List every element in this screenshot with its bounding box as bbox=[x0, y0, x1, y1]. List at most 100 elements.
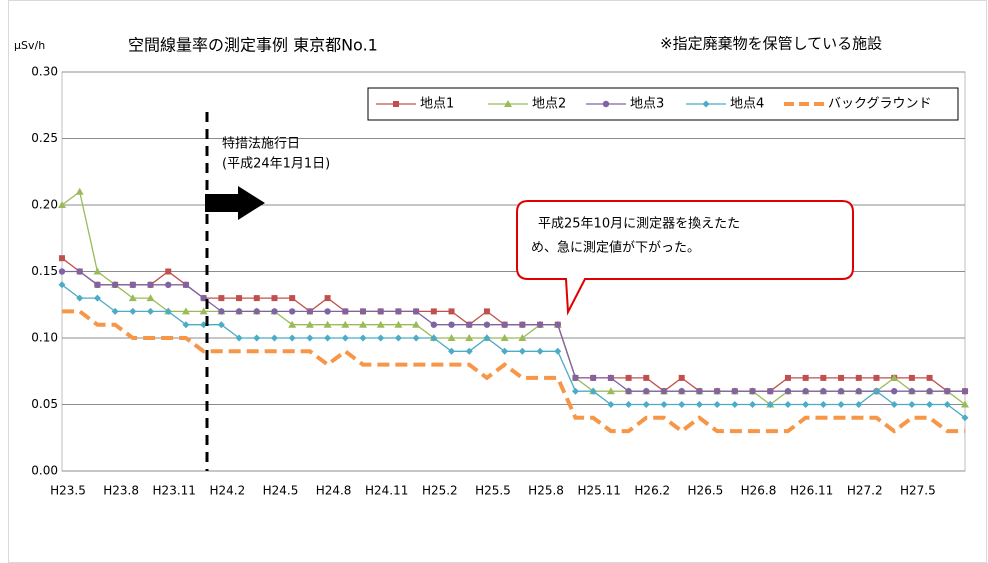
marker bbox=[359, 320, 367, 328]
arrow bbox=[205, 186, 265, 220]
series-line bbox=[61, 284, 966, 419]
marker bbox=[643, 374, 650, 381]
marker bbox=[500, 334, 509, 341]
y-tick-label: 0.20 bbox=[31, 198, 58, 212]
marker bbox=[802, 401, 810, 408]
marker bbox=[606, 387, 615, 395]
marker bbox=[838, 374, 845, 381]
marker bbox=[289, 295, 296, 302]
marker bbox=[200, 321, 208, 329]
marker bbox=[199, 307, 208, 315]
x-tick-label: H24.2 bbox=[209, 484, 245, 498]
marker bbox=[111, 281, 119, 288]
marker bbox=[341, 320, 350, 328]
x-tick-label: H24.8 bbox=[316, 484, 352, 498]
marker bbox=[235, 308, 243, 315]
marker bbox=[58, 281, 66, 289]
marker bbox=[271, 295, 278, 302]
marker bbox=[376, 320, 385, 328]
marker bbox=[412, 320, 421, 328]
marker bbox=[430, 334, 438, 342]
x-tick-label: H25.11 bbox=[577, 484, 620, 498]
marker bbox=[504, 100, 512, 107]
marker bbox=[182, 281, 190, 288]
marker bbox=[678, 374, 685, 381]
marker bbox=[696, 388, 703, 395]
chart-title: 空間線量率の測定事例 東京都No.1 bbox=[128, 36, 378, 55]
marker bbox=[182, 321, 190, 329]
marker bbox=[660, 401, 668, 408]
callout-text: 平成25年10月に測定器を換えたた bbox=[538, 217, 740, 232]
marker bbox=[802, 374, 809, 381]
marker bbox=[837, 388, 845, 395]
marker bbox=[448, 347, 456, 355]
marker bbox=[767, 388, 774, 395]
marker bbox=[873, 374, 880, 381]
x-tick-label: H23.8 bbox=[103, 484, 139, 498]
marker bbox=[855, 401, 863, 408]
marker bbox=[111, 307, 119, 315]
callout bbox=[516, 200, 854, 316]
marker bbox=[643, 388, 650, 395]
marker bbox=[253, 308, 260, 315]
marker bbox=[253, 295, 260, 302]
x-tick-label: H24.11 bbox=[365, 484, 408, 498]
y-tick-label: 0.10 bbox=[31, 331, 58, 345]
marker bbox=[412, 334, 420, 342]
marker bbox=[554, 347, 562, 355]
plot-area: 0.00 0.05 0.10 0.15 0.20 0.25 0.30 H23.5 H23.8 H2… bbox=[31, 65, 969, 498]
marker bbox=[855, 374, 862, 381]
x-tick-label: H23.5 bbox=[50, 484, 86, 498]
marker bbox=[855, 388, 862, 395]
marker bbox=[306, 334, 314, 342]
marker bbox=[59, 255, 65, 262]
marker bbox=[602, 100, 610, 108]
marker bbox=[766, 401, 774, 408]
marker bbox=[820, 388, 827, 395]
marker bbox=[819, 401, 827, 408]
marker bbox=[784, 401, 792, 408]
x-tick-label: H23.11 bbox=[153, 484, 196, 498]
marker bbox=[394, 320, 403, 328]
marker bbox=[625, 374, 632, 381]
marker bbox=[448, 308, 455, 315]
marker bbox=[607, 374, 615, 382]
marker bbox=[518, 334, 527, 341]
marker bbox=[466, 321, 473, 328]
marker bbox=[501, 347, 509, 355]
marker bbox=[695, 401, 703, 408]
y-tick-label: 0.05 bbox=[31, 397, 58, 411]
marker bbox=[625, 388, 632, 395]
marker bbox=[288, 308, 296, 315]
marker bbox=[519, 321, 526, 328]
marker bbox=[288, 320, 297, 328]
marker bbox=[890, 401, 898, 408]
annotation: 特措法施行日 bbox=[222, 137, 300, 152]
x-tick-label: H24.5 bbox=[263, 484, 299, 498]
legend-label: バックグラウンド bbox=[828, 97, 931, 112]
marker bbox=[572, 374, 579, 382]
marker bbox=[218, 308, 225, 315]
marker bbox=[625, 401, 633, 408]
marker bbox=[713, 388, 721, 395]
marker bbox=[448, 321, 455, 328]
marker bbox=[702, 100, 710, 108]
marker bbox=[75, 187, 84, 195]
x-tick-label: H26.5 bbox=[688, 484, 724, 498]
marker bbox=[235, 334, 243, 342]
marker bbox=[323, 320, 332, 328]
marker bbox=[93, 267, 102, 275]
marker bbox=[253, 334, 261, 342]
marker bbox=[713, 401, 721, 408]
marker bbox=[94, 281, 101, 288]
marker bbox=[447, 334, 456, 341]
marker bbox=[678, 401, 686, 408]
marker bbox=[342, 308, 349, 315]
x-tick-label: H26.8 bbox=[741, 484, 777, 498]
marker bbox=[218, 295, 225, 302]
marker bbox=[961, 414, 969, 422]
marker bbox=[607, 401, 615, 408]
marker bbox=[306, 308, 314, 315]
marker bbox=[589, 387, 597, 395]
marker bbox=[872, 387, 880, 395]
